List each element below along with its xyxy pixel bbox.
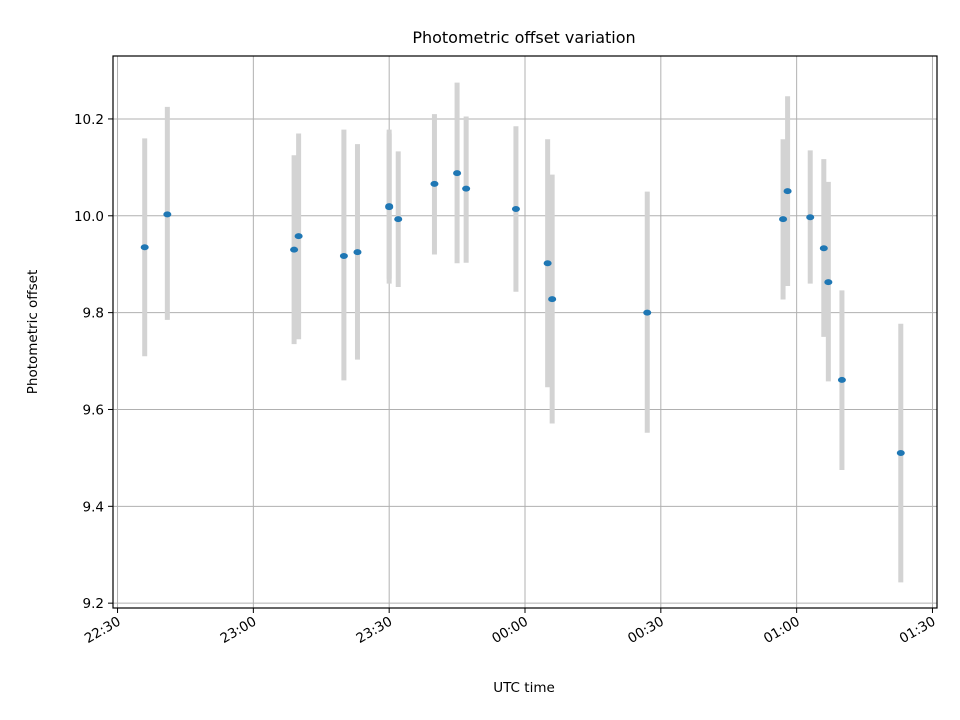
y-axis-ticks: 9.2 9.4 9.6 9.8 10.0 10.2 — [74, 112, 113, 612]
x-axis-ticks: 22:30 23:00 23:30 00:00 00:30 01:00 01:30 — [82, 608, 939, 647]
data-point — [824, 279, 833, 286]
x-tick-label: 01:30 — [897, 614, 939, 647]
grid-lines — [113, 56, 937, 608]
data-point — [163, 211, 172, 218]
x-tick-label: 00:00 — [489, 614, 531, 647]
data-point — [806, 214, 815, 221]
x-tick-label: 01:00 — [761, 614, 803, 647]
y-tick-label: 10.0 — [74, 209, 104, 225]
x-tick-label: 23:30 — [353, 614, 395, 647]
data-point — [819, 245, 828, 252]
x-tick-label: 00:30 — [625, 614, 667, 647]
data-point — [783, 188, 792, 195]
data-point — [290, 246, 299, 253]
data-point — [896, 450, 905, 457]
y-tick-label: 10.2 — [74, 112, 104, 128]
data-point — [511, 206, 520, 213]
data-point — [543, 260, 552, 267]
data-point — [548, 296, 557, 303]
y-tick-label: 9.4 — [83, 499, 104, 515]
y-tick-label: 9.8 — [83, 306, 104, 322]
data-point — [837, 376, 846, 383]
x-tick-label: 23:00 — [218, 614, 260, 647]
data-point — [140, 244, 149, 251]
chart-title: Photometric offset variation — [412, 28, 635, 47]
data-point — [643, 309, 652, 316]
y-tick-label: 9.2 — [83, 596, 104, 612]
x-axis-label: UTC time — [493, 680, 555, 696]
data-point — [294, 233, 303, 240]
error-bars — [142, 82, 904, 583]
y-axis-label: Photometric offset — [25, 270, 41, 394]
data-point — [339, 252, 348, 259]
data-point — [779, 216, 788, 223]
data-point — [430, 180, 439, 187]
y-tick-label: 9.6 — [83, 402, 104, 418]
data-point — [394, 216, 403, 223]
data-points — [140, 170, 905, 457]
data-point — [453, 170, 462, 177]
data-point — [353, 249, 362, 256]
data-point — [462, 185, 471, 192]
x-tick-label: 22:30 — [82, 614, 124, 647]
data-point — [385, 204, 394, 211]
